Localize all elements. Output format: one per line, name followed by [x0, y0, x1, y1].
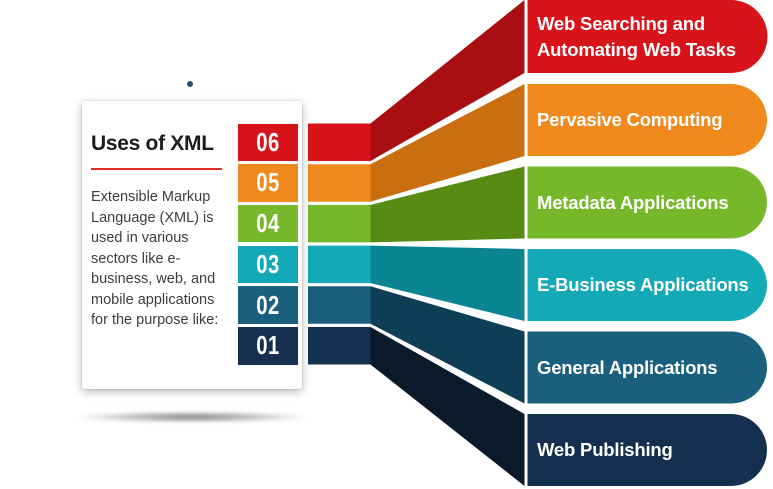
label-text: E-Business Applications [537, 274, 749, 295]
ribbon-fold-segment [370, 0, 525, 161]
number-box: 02 [238, 286, 298, 324]
label-pill [527, 414, 767, 486]
label-pill [527, 166, 767, 239]
number-box: 04 [238, 204, 298, 243]
description-text: Extensible Markup Language (XML) is used… [91, 189, 219, 328]
label-pill [527, 0, 768, 73]
label-text: Pervasive Computing [537, 109, 723, 130]
ribbon-fold-segment [370, 286, 525, 404]
tablet-camera-dot [187, 81, 193, 87]
number-text: 01 [256, 330, 280, 361]
number-text: 05 [256, 167, 280, 198]
ribbon-fold-segment [370, 327, 525, 486]
label-pill [527, 249, 767, 321]
ribbon-horizontal-segment [308, 164, 371, 202]
number-text: 02 [256, 289, 280, 320]
label-pill-text: General Applications [537, 332, 772, 404]
ribbon-horizontal-segment [308, 204, 371, 243]
title-underline [91, 168, 222, 170]
number-box: 03 [238, 245, 298, 284]
label-pill-text: Pervasive Computing [537, 84, 772, 156]
ribbon-horizontal-segment [308, 327, 371, 365]
label-text: Web Searching and Automating Web Tasks [537, 12, 736, 60]
label-pill [527, 331, 767, 404]
number-box: 06 [238, 123, 298, 161]
label-pill-text: E-Business Applications [537, 249, 772, 321]
number-box: 05 [238, 164, 298, 202]
page-title: Uses of XML [91, 132, 214, 155]
tablet-shadow [50, 407, 388, 427]
number-text: 06 [256, 126, 280, 157]
label-pill-text: Metadata Applications [537, 167, 772, 239]
label-text: Web Publishing [537, 439, 673, 460]
ribbon-horizontal-segment [308, 123, 371, 161]
ribbon-fold-segment [370, 166, 525, 243]
ribbon-fold-segment [370, 245, 525, 321]
ribbon-fold-segment [370, 84, 525, 202]
number-text: 03 [256, 248, 280, 279]
label-pill-text: Web Publishing [537, 414, 772, 486]
label-pill-text: Web Searching and Automating Web Tasks [537, 0, 772, 73]
label-text: General Applications [537, 356, 718, 378]
label-text: Metadata Applications [537, 191, 729, 213]
number-text: 04 [256, 208, 280, 239]
number-box: 01 [238, 327, 298, 365]
ribbon-horizontal-segment [308, 286, 371, 324]
ribbon-horizontal-segment [308, 245, 371, 284]
label-pill [527, 84, 767, 156]
